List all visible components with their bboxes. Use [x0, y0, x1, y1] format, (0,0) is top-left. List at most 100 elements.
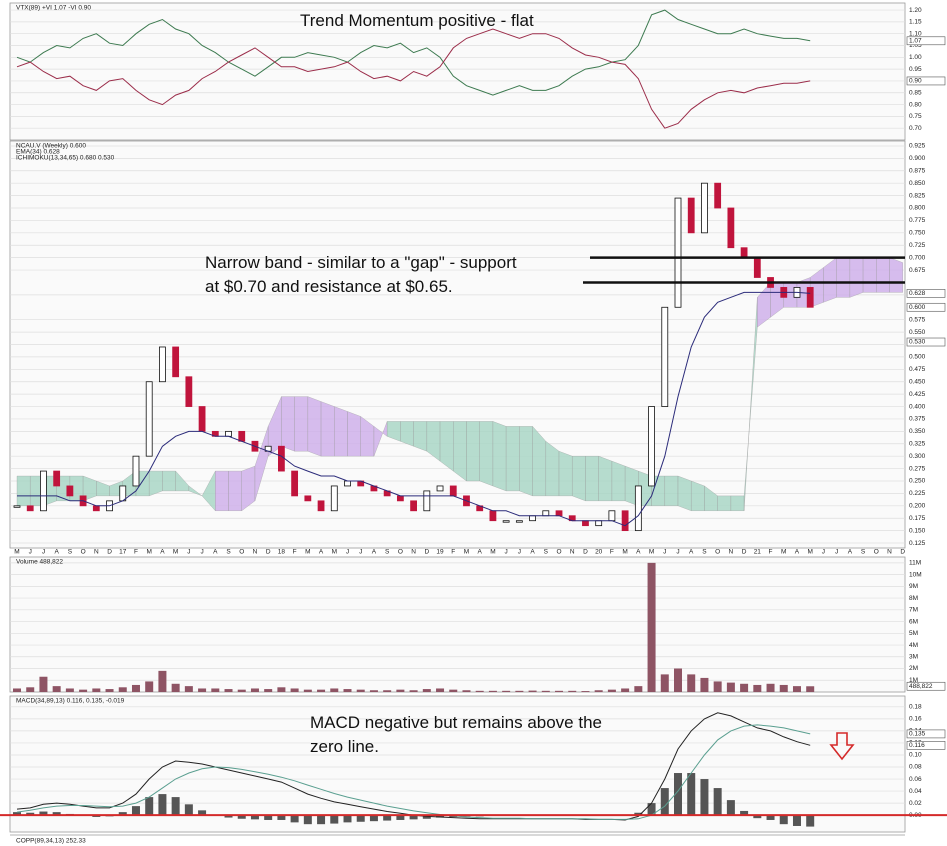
y-tick-label: 0.475 — [909, 366, 926, 373]
x-tick-label: J — [359, 549, 362, 556]
y-tick-label: 0.18 — [909, 704, 922, 711]
x-tick-label: J — [822, 549, 825, 556]
x-tick-label: M — [807, 549, 812, 556]
histogram-bar — [290, 815, 299, 823]
cloud — [730, 495, 745, 511]
bar — [52, 686, 61, 692]
y-tick-label: 10M — [909, 571, 922, 578]
bar — [264, 689, 273, 692]
y-tick-label: 1.05 — [909, 42, 922, 49]
histogram-bar — [674, 773, 682, 816]
histogram-bar — [330, 815, 339, 824]
x-tick-label: N — [253, 549, 258, 556]
value-tag-label: 0.116 — [909, 742, 925, 749]
y-tick-label: 0.575 — [909, 316, 926, 323]
candle — [317, 500, 325, 512]
y-tick-label: 1M — [909, 677, 918, 684]
bar — [674, 668, 682, 692]
y-tick-label: 0.375 — [909, 416, 926, 423]
bar — [184, 686, 193, 692]
line — [16, 724, 811, 820]
candle — [159, 346, 166, 383]
candle — [66, 485, 74, 497]
y-tick-label: 0.800 — [909, 205, 926, 212]
cloud — [466, 421, 480, 482]
x-tick-label: O — [81, 549, 86, 556]
x-tick-label: N — [411, 549, 416, 556]
value-tag-label: 1.07 — [909, 38, 922, 45]
histogram-bar — [726, 800, 735, 816]
histogram-bar — [145, 797, 154, 816]
annotation: zero line. — [310, 737, 379, 756]
candle — [648, 406, 655, 487]
y-tick-label: 0.95 — [909, 66, 922, 73]
histogram-bar — [13, 812, 21, 816]
x-tick-label: D — [107, 549, 112, 556]
histogram-bar — [753, 815, 762, 819]
cloud — [162, 470, 176, 492]
y-tick-label: 0.325 — [909, 440, 926, 447]
candle — [806, 287, 814, 308]
x-tick-label: F — [769, 549, 773, 556]
x-tick-label: A — [319, 549, 324, 556]
bar — [290, 688, 299, 692]
y-tick-label: 0.925 — [909, 143, 926, 150]
cloud — [849, 257, 864, 298]
candle — [410, 500, 418, 512]
y-tick-label: 5M — [909, 630, 918, 637]
y-tick-label: 0.150 — [909, 527, 926, 534]
x-tick-label: 20 — [595, 549, 603, 556]
histogram-bar — [171, 797, 180, 816]
bar — [145, 681, 154, 692]
bar — [740, 683, 749, 692]
x-tick-label: A — [848, 549, 853, 556]
bar — [713, 681, 722, 692]
line — [16, 28, 811, 129]
bar — [198, 688, 207, 692]
y-tick-label: 0.02 — [909, 800, 922, 807]
y-tick-label: 1.15 — [909, 19, 922, 26]
arrow — [829, 732, 855, 761]
y-tick-label: 0.900 — [909, 155, 926, 162]
x-tick-label: A — [530, 549, 535, 556]
histogram-bar — [396, 815, 405, 820]
histogram-bar — [343, 815, 352, 823]
histogram-bar — [369, 815, 378, 822]
cloud — [492, 421, 507, 492]
histogram-bar — [237, 815, 246, 819]
y-tick-label: 0.675 — [909, 267, 926, 274]
histogram-bar — [277, 815, 286, 820]
x-tick-label: S — [702, 549, 707, 556]
candle — [701, 182, 708, 234]
candle — [198, 406, 206, 432]
x-tick-label: M — [332, 549, 337, 556]
histogram-bar — [792, 815, 801, 826]
annotation: at $0.70 and resistance at $0.65. — [205, 277, 453, 296]
x-tick-label: 19 — [436, 549, 444, 556]
bar — [726, 682, 735, 692]
candle — [172, 346, 180, 378]
x-tick-label: M — [305, 549, 310, 556]
cloud — [479, 421, 494, 487]
bar — [422, 689, 431, 692]
legend-entry: EMA(34) 0.628 — [16, 149, 60, 156]
histogram-bar — [647, 803, 656, 816]
histogram-bar — [317, 815, 326, 825]
cloud — [294, 396, 308, 452]
y-tick-label: 0.700 — [909, 254, 926, 261]
y-tick-label: 0.225 — [909, 490, 926, 497]
histogram-bar — [250, 815, 259, 820]
cloud — [585, 456, 599, 501]
y-tick-label: 0.06 — [909, 776, 922, 783]
bar — [409, 690, 418, 692]
bar — [65, 688, 74, 692]
candle — [687, 197, 695, 234]
cloud — [876, 257, 890, 293]
candle — [304, 495, 312, 502]
cloud — [862, 257, 877, 293]
histogram-bar — [409, 815, 418, 820]
x-tick-label: D — [266, 549, 271, 556]
x-tick-label: D — [900, 549, 905, 556]
bar — [131, 684, 140, 692]
candle — [92, 505, 100, 512]
